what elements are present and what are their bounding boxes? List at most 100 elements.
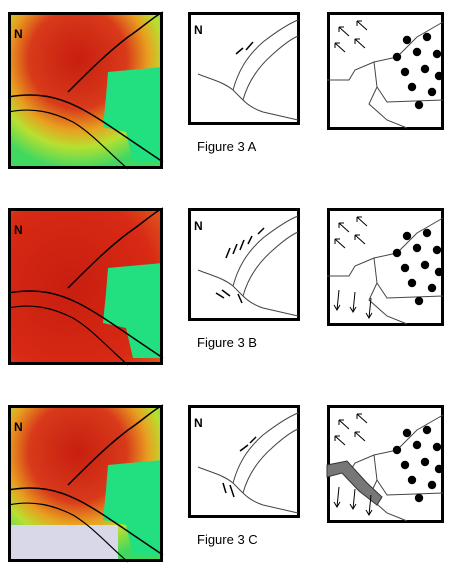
feature-mark <box>239 444 249 452</box>
north-label: N <box>194 219 203 233</box>
arrow-head <box>349 306 357 313</box>
arrow-head <box>338 419 344 425</box>
arrow-head <box>354 38 360 44</box>
land-area <box>103 67 163 162</box>
dot <box>407 82 417 92</box>
river-line <box>376 86 444 103</box>
river <box>67 207 164 289</box>
dot <box>392 248 402 258</box>
river <box>7 109 129 170</box>
feature-mark <box>222 482 227 494</box>
arrow-head <box>365 509 373 516</box>
figure-caption: Figure 3 C <box>197 532 258 547</box>
feature-mark <box>232 243 238 255</box>
arrow <box>368 297 372 319</box>
arrow-head <box>356 216 362 222</box>
arrow-head <box>333 501 341 508</box>
feature-mark <box>249 436 257 444</box>
sketch-border <box>188 405 300 518</box>
dot <box>414 493 424 503</box>
arrow <box>368 494 372 516</box>
river-line <box>232 215 299 287</box>
feature-mark <box>215 292 225 299</box>
river-line <box>242 428 299 494</box>
dot <box>434 464 444 474</box>
river-line <box>232 412 299 484</box>
dot <box>420 64 430 74</box>
dot <box>407 475 417 485</box>
dot <box>400 67 410 77</box>
dot <box>400 460 410 470</box>
channel <box>326 460 383 506</box>
dot <box>414 296 424 306</box>
feature-mark <box>225 247 231 259</box>
river-line <box>376 479 444 496</box>
north-label: N <box>194 416 203 430</box>
dot <box>434 71 444 81</box>
river-line <box>232 19 299 91</box>
arrow <box>338 26 350 37</box>
dot <box>420 260 430 270</box>
arrow-head <box>356 413 362 419</box>
river-line <box>373 21 444 63</box>
dot <box>434 267 444 277</box>
arrow <box>334 42 346 53</box>
arrow <box>356 20 368 31</box>
feature-mark <box>235 47 244 55</box>
feature-mark <box>239 239 245 251</box>
arrow-head <box>334 238 340 244</box>
river-line <box>373 414 444 456</box>
river <box>7 290 164 359</box>
map-border <box>8 405 163 562</box>
north-label: N <box>14 223 23 237</box>
feature-mark <box>229 484 235 498</box>
land-area <box>103 263 163 358</box>
interpretation-panel <box>327 12 444 130</box>
dot <box>432 442 442 452</box>
sketch-panel: N <box>188 208 300 321</box>
arrow <box>354 234 366 245</box>
river <box>67 11 164 93</box>
feature-mark <box>221 289 231 297</box>
map-panel: N <box>7 11 164 170</box>
arrow <box>356 216 368 227</box>
arrow <box>334 238 346 249</box>
map-border <box>8 12 163 169</box>
river <box>7 502 129 563</box>
feature-mark <box>257 227 265 235</box>
arrow-field <box>8 525 118 562</box>
map-panel: N <box>7 207 164 366</box>
river-line <box>327 257 408 325</box>
north-label: N <box>14 27 23 41</box>
panel-border <box>327 208 444 326</box>
arrow <box>354 38 366 49</box>
dot <box>392 52 402 62</box>
dot <box>414 100 424 110</box>
dot <box>412 47 422 57</box>
river <box>7 487 164 556</box>
map-panel: N <box>7 404 164 563</box>
dot <box>400 263 410 273</box>
feature-mark <box>245 41 254 51</box>
interpretation-panel <box>326 405 444 523</box>
dot <box>412 243 422 253</box>
dot <box>422 425 432 435</box>
interpretation-panel <box>327 208 444 326</box>
dot <box>427 87 437 97</box>
north-label: N <box>14 420 23 434</box>
figure-caption: Figure 3 B <box>197 335 257 350</box>
dot <box>407 278 417 288</box>
figure-caption: Figure 3 A <box>197 139 257 154</box>
dot <box>432 245 442 255</box>
dot <box>427 480 437 490</box>
dot <box>422 32 432 42</box>
dot <box>420 457 430 467</box>
river-line <box>197 269 299 317</box>
river-line <box>197 466 299 514</box>
north-label: N <box>194 23 203 37</box>
arrow <box>334 435 346 446</box>
river <box>7 94 164 163</box>
dot <box>427 283 437 293</box>
